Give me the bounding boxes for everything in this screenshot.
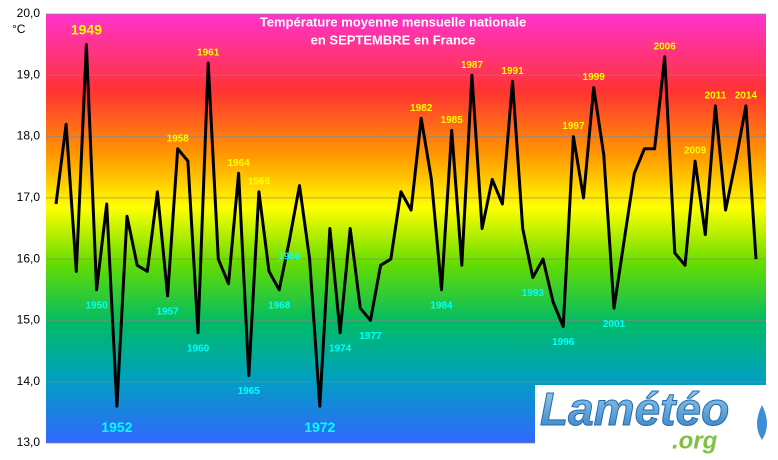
year-label: 1991 bbox=[501, 66, 524, 77]
year-label: 1968 bbox=[268, 300, 291, 311]
year-label: 1999 bbox=[583, 72, 606, 83]
year-label: 1984 bbox=[430, 300, 453, 311]
year-label: 2009 bbox=[684, 146, 707, 157]
y-tick-label: 14,0 bbox=[17, 374, 41, 388]
year-label: 1972 bbox=[304, 419, 335, 435]
year-label: 1993 bbox=[522, 288, 545, 299]
year-label: 1974 bbox=[329, 343, 352, 354]
year-label: 1961 bbox=[197, 48, 220, 59]
year-label: 1997 bbox=[562, 121, 585, 132]
chart-title: Température moyenne mensuelle nationale bbox=[260, 14, 526, 29]
year-label: 1982 bbox=[410, 103, 433, 114]
y-tick-label: 17,0 bbox=[17, 190, 41, 204]
chart-subtitle: en SEPTEMBRE en France bbox=[311, 32, 476, 47]
year-label: 1966 bbox=[248, 176, 271, 187]
logo-drop bbox=[757, 405, 767, 440]
series-line bbox=[54, 43, 758, 408]
y-tick-label: 19,0 bbox=[17, 67, 41, 81]
year-label: 1996 bbox=[552, 337, 575, 348]
y-tick-label: 18,0 bbox=[17, 129, 41, 143]
year-label: 2014 bbox=[735, 91, 758, 102]
year-label: 1977 bbox=[359, 331, 382, 342]
year-label: 1958 bbox=[167, 133, 190, 144]
year-label: 1960 bbox=[187, 343, 210, 354]
year-label: 1965 bbox=[238, 386, 261, 397]
logo: Lamétéo bbox=[540, 383, 729, 435]
year-label: 1950 bbox=[85, 300, 108, 311]
year-label: 2001 bbox=[603, 319, 626, 330]
logo-box bbox=[535, 385, 778, 460]
year-label: 1985 bbox=[441, 115, 464, 126]
y-unit: °C bbox=[12, 22, 26, 36]
logo-sub: .org bbox=[672, 427, 718, 454]
plot-area bbox=[46, 14, 766, 443]
year-label: 1957 bbox=[156, 307, 179, 318]
y-tick-label: 20,0 bbox=[17, 6, 41, 20]
year-label: 1969 bbox=[278, 251, 301, 262]
year-label: 1949 bbox=[71, 21, 102, 37]
y-tick-label: 15,0 bbox=[17, 313, 41, 327]
y-tick-label: 16,0 bbox=[17, 251, 41, 265]
y-tick-label: 13,0 bbox=[17, 435, 41, 449]
year-label: 1952 bbox=[101, 419, 132, 435]
year-label: 1987 bbox=[461, 60, 484, 71]
year-label: 1964 bbox=[227, 158, 250, 169]
year-label: 2006 bbox=[654, 42, 677, 53]
year-label: 2011 bbox=[705, 91, 727, 102]
